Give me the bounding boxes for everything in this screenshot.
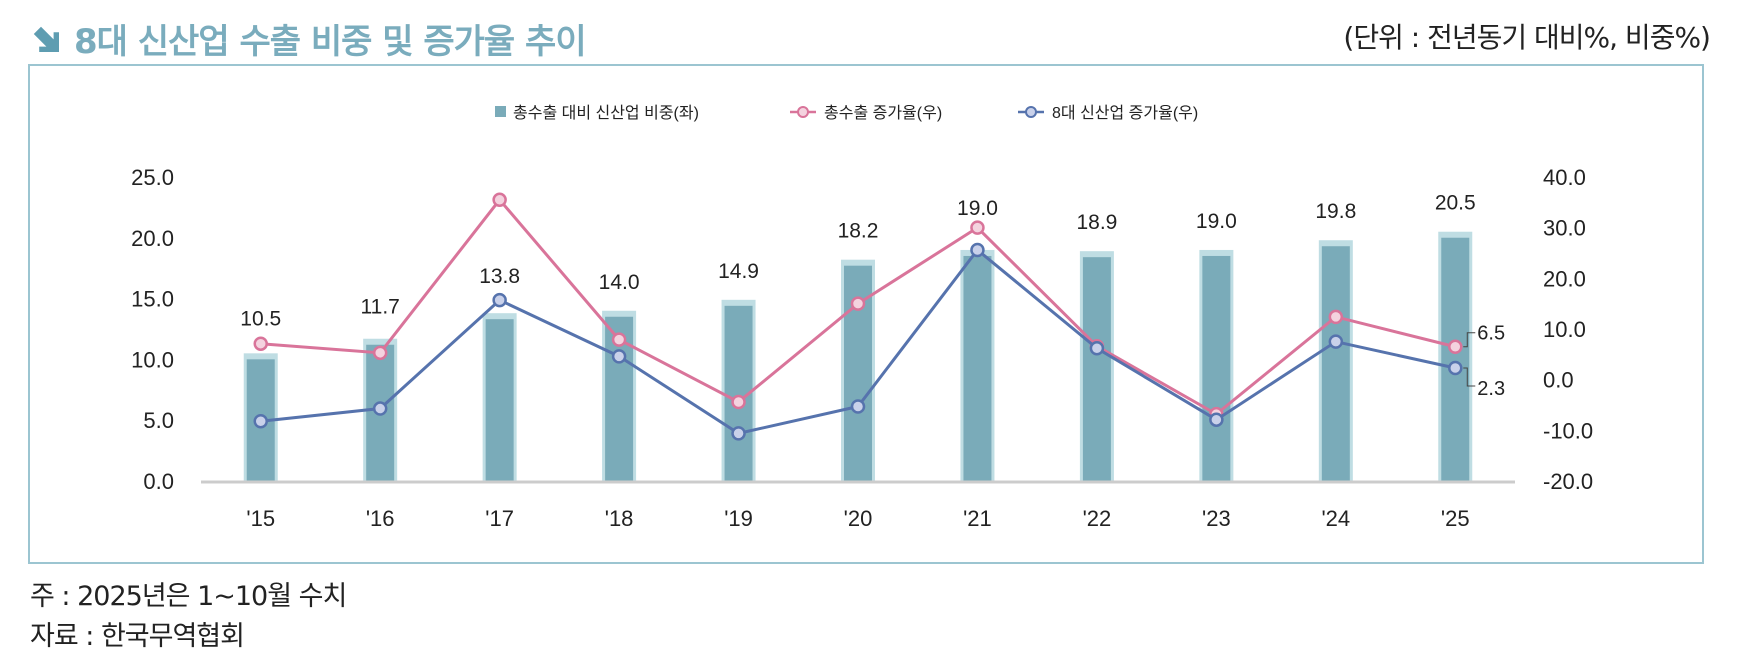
line-end-label: 6.5 <box>1477 323 1505 345</box>
legend-label: 8대 신산업 증가율(우) <box>1052 104 1198 122</box>
left-axis-tick: 15.0 <box>131 287 174 312</box>
arrow-down-right-icon <box>33 26 59 52</box>
bar-data-label: 14.9 <box>718 260 759 283</box>
footnote: 주 : 2025년은 1~10월 수치 <box>30 581 347 612</box>
bar-data-label: 11.7 <box>361 296 400 319</box>
line-point <box>1448 360 1463 376</box>
x-axis-tick: '23 <box>1202 506 1231 531</box>
x-axis-tick: '15 <box>246 506 275 531</box>
line-point <box>850 296 866 311</box>
line-point <box>611 332 627 347</box>
bar-data-label: 19.0 <box>957 197 998 220</box>
x-axis-tick: '20 <box>844 506 873 531</box>
bar-data-label: 13.8 <box>479 265 520 288</box>
legend-bar-swatch <box>495 106 506 117</box>
bar <box>1321 246 1350 481</box>
legend-marker <box>1025 106 1037 118</box>
line-point <box>970 242 985 258</box>
leader-line <box>1463 367 1476 387</box>
legend-label: 총수출 대비 신산업 비중(좌) <box>513 104 699 122</box>
x-axis-tick: '21 <box>963 506 992 531</box>
bar <box>485 319 514 481</box>
line-point <box>372 401 388 416</box>
source-note: 자료 : 한국무역협회 <box>30 621 245 652</box>
bar-data-label: 18.9 <box>1076 211 1117 234</box>
bar <box>963 255 992 481</box>
line-point <box>611 349 627 364</box>
x-axis-tick: '19 <box>724 506 753 531</box>
right-axis-tick: 10.0 <box>1543 317 1586 342</box>
x-axis-tick: '25 <box>1441 506 1470 531</box>
left-axis-tick: 20.0 <box>131 226 174 251</box>
line-point <box>253 336 268 351</box>
right-axis-tick: 0.0 <box>1543 368 1574 393</box>
right-axis-tick: 20.0 <box>1543 266 1586 291</box>
x-axis-tick: '22 <box>1083 506 1112 531</box>
bar-data-label: 10.5 <box>240 307 281 330</box>
line-point <box>850 399 866 414</box>
line-point <box>492 192 507 208</box>
line-point <box>1209 412 1224 427</box>
right-axis-tick: 40.0 <box>1543 165 1586 190</box>
line-point <box>1448 339 1463 354</box>
left-axis-tick: 25.0 <box>131 165 174 190</box>
bar <box>1082 257 1111 481</box>
line-end-label: 2.3 <box>1477 378 1505 400</box>
line-point <box>1328 309 1344 325</box>
bar-data-label: 19.8 <box>1315 200 1356 223</box>
right-axis-tick: -10.0 <box>1543 418 1593 443</box>
chart-frame <box>28 64 1704 564</box>
line-point <box>731 426 746 441</box>
right-axis-tick: -20.0 <box>1543 469 1593 494</box>
legend-label: 총수출 증가율(우) <box>824 104 942 122</box>
bar-data-label: 18.2 <box>838 220 879 243</box>
left-axis-tick: 0.0 <box>143 469 174 494</box>
chart-title: 8대 신산업 수출 비중 및 증가율 추이 <box>74 22 587 62</box>
line-point <box>731 394 746 410</box>
right-axis-tick: 30.0 <box>1543 216 1586 241</box>
bar-data-label: 19.0 <box>1196 210 1237 233</box>
line-point <box>1089 341 1105 356</box>
line-point <box>253 413 268 429</box>
chart-title-row: 8대 신산업 수출 비중 및 증가율 추이 <box>32 14 587 63</box>
bar <box>1202 255 1231 481</box>
x-axis-tick: '16 <box>366 506 395 531</box>
legend-marker <box>797 106 809 118</box>
left-axis-tick: 5.0 <box>143 408 174 433</box>
bar-data-label: 14.0 <box>599 271 640 294</box>
line-point <box>1328 334 1344 349</box>
leader-line <box>1463 332 1476 348</box>
x-axis-tick: '18 <box>605 506 634 531</box>
line-point <box>970 220 985 235</box>
x-axis-tick: '24 <box>1321 506 1350 531</box>
line-point <box>492 292 507 308</box>
bar <box>1441 237 1470 481</box>
left-axis-tick: 10.0 <box>131 347 174 372</box>
x-axis-tick: '17 <box>485 506 514 531</box>
unit-label: (단위 : 전년동기 대비%, 비중%) <box>1343 21 1711 54</box>
bar-data-label: 20.5 <box>1435 192 1476 215</box>
line-point <box>372 345 388 361</box>
